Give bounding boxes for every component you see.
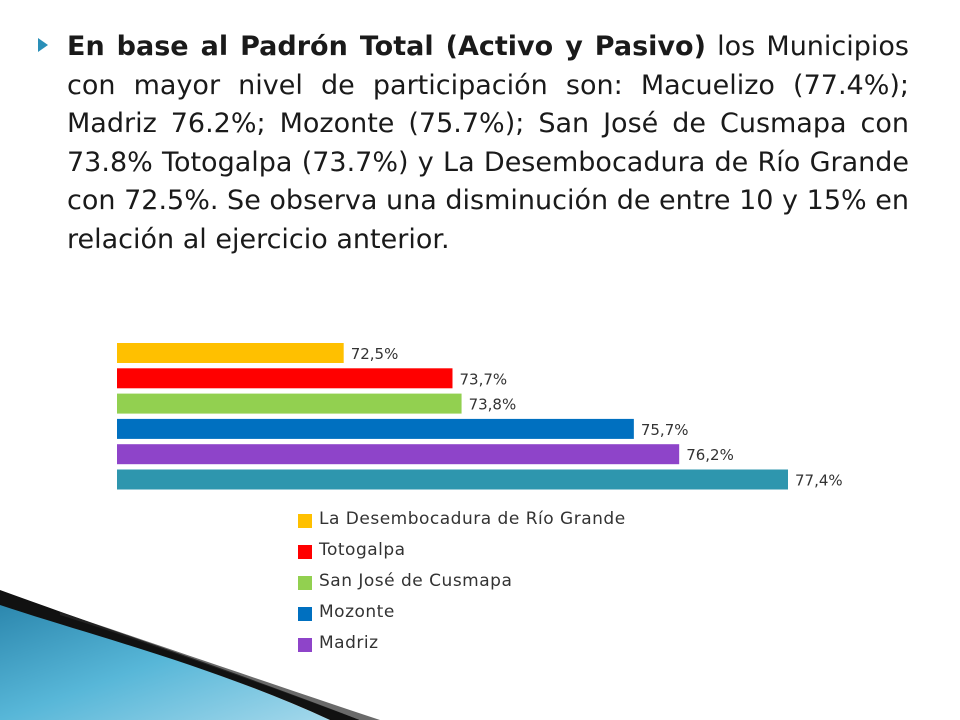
- bar-value-label: 76,2%: [686, 446, 734, 464]
- legend-label: Totogalpa: [319, 539, 406, 560]
- legend-swatch: [298, 607, 312, 621]
- legend-label: Mozonte: [319, 601, 395, 622]
- paragraph-rest: los Municipios con mayor nivel de partic…: [67, 31, 909, 255]
- legend-swatch: [298, 545, 312, 559]
- bar-la-desembocadura-de-rio-grande: [117, 343, 344, 363]
- bar-madriz: [117, 444, 680, 465]
- legend-item: Mozonte: [298, 596, 626, 627]
- legend-item: Madriz: [298, 627, 626, 658]
- bar-value-label: 75,7%: [641, 421, 689, 439]
- bar-value-label: 77,4%: [795, 472, 843, 490]
- paragraph-lead: En base al Padrón Total (Activo y Pasivo…: [67, 31, 706, 62]
- legend-swatch: [298, 576, 312, 590]
- legend-label: Madriz: [319, 632, 379, 653]
- body-paragraph: En base al Padrón Total (Activo y Pasivo…: [67, 28, 909, 259]
- legend-swatch: [298, 514, 312, 528]
- legend-item: San José de Cusmapa: [298, 565, 626, 596]
- legend-item: Totogalpa: [298, 534, 626, 565]
- legend-swatch: [298, 638, 312, 652]
- bar-san-jose-de-cusmapa: [117, 393, 462, 414]
- bar-macuelizo: [117, 469, 788, 490]
- legend-label: La Desembocadura de Río Grande: [319, 508, 626, 529]
- bar-mozonte: [117, 418, 634, 439]
- bar-totogalpa: [117, 368, 453, 389]
- bar-value-label: 73,8%: [469, 396, 517, 414]
- legend-item: La Desembocadura de Río Grande: [298, 503, 626, 534]
- chart-legend: La Desembocadura de Río Grande Totogalpa S…: [298, 503, 626, 658]
- bar-value-label: 72,5%: [351, 345, 399, 363]
- legend-label: San José de Cusmapa: [319, 570, 513, 591]
- bar-value-label: 73,7%: [460, 370, 508, 388]
- right-arrow-bullet-icon: [38, 38, 48, 52]
